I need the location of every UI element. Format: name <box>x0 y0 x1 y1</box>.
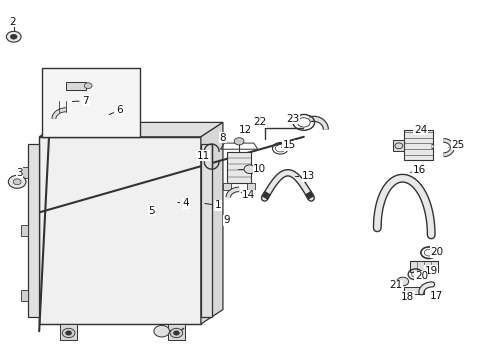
Bar <box>227 152 251 183</box>
Text: 21: 21 <box>389 280 403 290</box>
Text: 13: 13 <box>295 171 316 181</box>
Text: 18: 18 <box>401 292 415 302</box>
Bar <box>42 68 140 137</box>
Polygon shape <box>410 261 438 272</box>
Polygon shape <box>60 324 77 340</box>
Circle shape <box>244 165 256 174</box>
Text: 22: 22 <box>253 117 267 127</box>
Circle shape <box>6 31 21 42</box>
Circle shape <box>84 83 92 89</box>
Text: 6: 6 <box>109 105 123 115</box>
Polygon shape <box>201 144 212 317</box>
Text: 3: 3 <box>16 168 23 178</box>
Circle shape <box>10 34 17 39</box>
Polygon shape <box>28 144 39 317</box>
Text: 15: 15 <box>282 140 296 150</box>
Text: 11: 11 <box>196 150 210 161</box>
Polygon shape <box>168 324 185 340</box>
Text: 24: 24 <box>414 125 427 135</box>
Text: 14: 14 <box>241 190 256 200</box>
Circle shape <box>62 328 75 338</box>
Text: 4: 4 <box>178 198 190 208</box>
Circle shape <box>170 328 183 338</box>
Text: 2: 2 <box>9 17 16 27</box>
Polygon shape <box>393 140 404 151</box>
Polygon shape <box>21 290 28 301</box>
Circle shape <box>173 331 179 335</box>
Circle shape <box>8 175 26 188</box>
Text: 9: 9 <box>223 215 230 225</box>
Text: 23: 23 <box>286 114 300 124</box>
Text: 19: 19 <box>424 266 438 276</box>
Text: 16: 16 <box>411 165 426 175</box>
Text: 20: 20 <box>415 271 428 282</box>
Polygon shape <box>39 137 201 324</box>
Text: 12: 12 <box>238 125 252 135</box>
Bar <box>39 137 201 324</box>
Text: 7: 7 <box>73 96 89 106</box>
Polygon shape <box>21 167 28 178</box>
Polygon shape <box>247 183 255 190</box>
Polygon shape <box>39 122 223 137</box>
Text: 20: 20 <box>431 247 443 257</box>
Polygon shape <box>21 225 28 236</box>
Text: 25: 25 <box>448 140 465 150</box>
Circle shape <box>13 179 21 185</box>
Text: 17: 17 <box>429 291 443 301</box>
Text: 8: 8 <box>220 132 227 143</box>
Circle shape <box>234 138 244 145</box>
Polygon shape <box>201 122 223 324</box>
Circle shape <box>397 277 409 286</box>
Text: 5: 5 <box>148 206 155 216</box>
Polygon shape <box>404 287 424 294</box>
Text: 1: 1 <box>205 200 221 210</box>
Circle shape <box>66 331 72 335</box>
Polygon shape <box>223 183 231 190</box>
Polygon shape <box>66 82 86 90</box>
Text: 10: 10 <box>253 164 266 174</box>
Polygon shape <box>404 130 433 160</box>
Circle shape <box>154 325 170 337</box>
